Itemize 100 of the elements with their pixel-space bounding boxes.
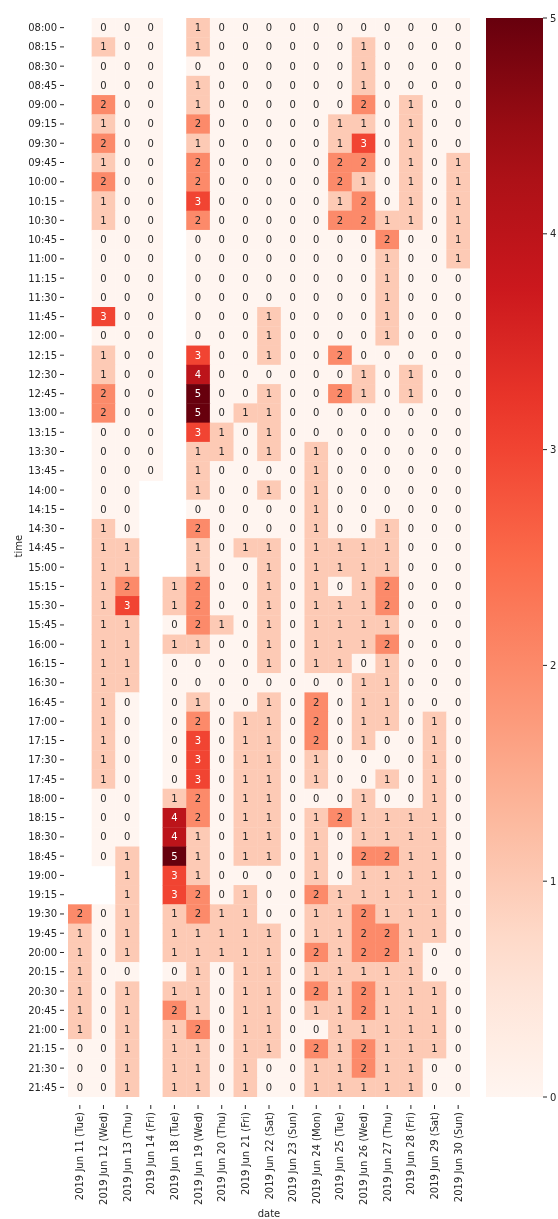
data-label: 1 [100, 41, 107, 53]
data-label: 0 [242, 677, 249, 689]
data-label: 0 [431, 561, 438, 573]
data-label: 0 [100, 1081, 107, 1093]
data-label: 0 [123, 214, 131, 226]
data-label: 1 [265, 966, 273, 978]
data-label: 1 [336, 1024, 344, 1036]
data-label: 0 [313, 792, 320, 804]
data-label: 0 [289, 773, 296, 785]
y-tick-label: 12:45 [28, 388, 57, 400]
data-label: 0 [289, 1062, 296, 1074]
y-tick-label: 15:45 [28, 619, 57, 631]
data-label: 1 [336, 908, 344, 920]
data-label: 0 [384, 735, 391, 747]
data-label: 0 [454, 619, 462, 631]
data-label: 0 [454, 1081, 462, 1093]
data-label: 1 [407, 850, 415, 862]
data-label: 0 [454, 946, 462, 958]
data-label: 1 [100, 715, 107, 727]
data-label: 0 [336, 272, 344, 284]
data-label: 0 [100, 426, 107, 438]
data-label: 0 [313, 349, 320, 361]
data-label: 1 [407, 1062, 415, 1074]
data-label: 0 [171, 657, 178, 669]
data-label: 0 [100, 966, 107, 978]
data-label: 1 [431, 889, 438, 901]
data-label: 2 [360, 1062, 367, 1074]
data-label: 0 [360, 426, 367, 438]
data-label: 0 [218, 754, 225, 766]
data-label: 2 [194, 600, 202, 612]
data-label: 0 [431, 1062, 438, 1074]
data-label: 0 [123, 754, 131, 766]
data-label: 1 [265, 850, 273, 862]
data-label: 0 [431, 484, 438, 496]
data-label: 0 [265, 99, 273, 111]
data-label: 2 [194, 812, 202, 824]
data-label: 0 [454, 407, 462, 419]
data-label: 1 [123, 1024, 131, 1036]
data-label: 1 [313, 1004, 320, 1016]
data-label: 0 [171, 966, 178, 978]
data-label: 1 [360, 60, 367, 72]
data-label: 1 [454, 195, 462, 207]
data-label: 0 [289, 619, 296, 631]
data-label: 0 [265, 41, 273, 53]
data-label: 0 [384, 368, 391, 380]
data-label: 2 [313, 715, 320, 727]
data-label: 0 [431, 157, 438, 169]
x-tick-label: 2019 Jun 30 (Sun) [452, 1111, 464, 1203]
data-label: 1 [265, 619, 273, 631]
data-label: 0 [431, 368, 438, 380]
data-label: 0 [454, 735, 462, 747]
data-label: 2 [360, 946, 367, 958]
data-label: 0 [289, 99, 296, 111]
data-label: 1 [360, 792, 367, 804]
y-tick-label: 09:45 [28, 157, 57, 169]
data-label: 0 [218, 349, 225, 361]
data-label: 1 [265, 1043, 273, 1055]
y-tick-label: 16:00 [28, 638, 57, 650]
data-label: 0 [431, 946, 438, 958]
data-label: 0 [218, 523, 225, 535]
data-label: 0 [76, 1081, 84, 1093]
data-label: 0 [407, 619, 415, 631]
data-label: 1 [100, 349, 107, 361]
data-label: 2 [123, 580, 131, 592]
data-label: 0 [336, 368, 344, 380]
data-label: 0 [407, 561, 415, 573]
data-label: 0 [100, 291, 107, 303]
data-label: 0 [360, 446, 367, 458]
data-label: 1 [313, 561, 320, 573]
data-label: 1 [336, 1081, 344, 1093]
data-label: 0 [242, 869, 249, 881]
y-tick-label: 12:00 [28, 330, 57, 342]
data-label: 0 [289, 715, 296, 727]
data-label: 0 [242, 214, 249, 226]
data-label: 0 [218, 696, 225, 708]
data-label: 1 [194, 869, 202, 881]
y-tick-label: 18:30 [28, 831, 57, 843]
data-label: 0 [431, 99, 438, 111]
data-label: 0 [218, 1081, 225, 1093]
data-label: 0 [218, 368, 225, 380]
data-label: 0 [454, 484, 462, 496]
data-label: 0 [218, 966, 225, 978]
data-label: 0 [218, 22, 225, 34]
y-tick-label: 18:00 [28, 792, 57, 804]
data-label: 0 [171, 735, 178, 747]
data-label: 0 [384, 118, 391, 130]
data-label: 0 [384, 426, 391, 438]
data-label: 2 [194, 118, 202, 130]
data-label: 0 [289, 638, 296, 650]
data-label: 1 [384, 542, 391, 554]
data-label: 1 [194, 831, 202, 843]
data-label: 1 [336, 137, 344, 149]
data-label: 0 [218, 157, 225, 169]
data-label: 0 [336, 446, 344, 458]
data-label: 0 [100, 234, 107, 246]
data-label: 0 [407, 542, 415, 554]
data-label: 1 [360, 677, 367, 689]
data-label: 0 [218, 889, 225, 901]
data-label: 1 [431, 735, 438, 747]
data-label: 0 [431, 214, 438, 226]
